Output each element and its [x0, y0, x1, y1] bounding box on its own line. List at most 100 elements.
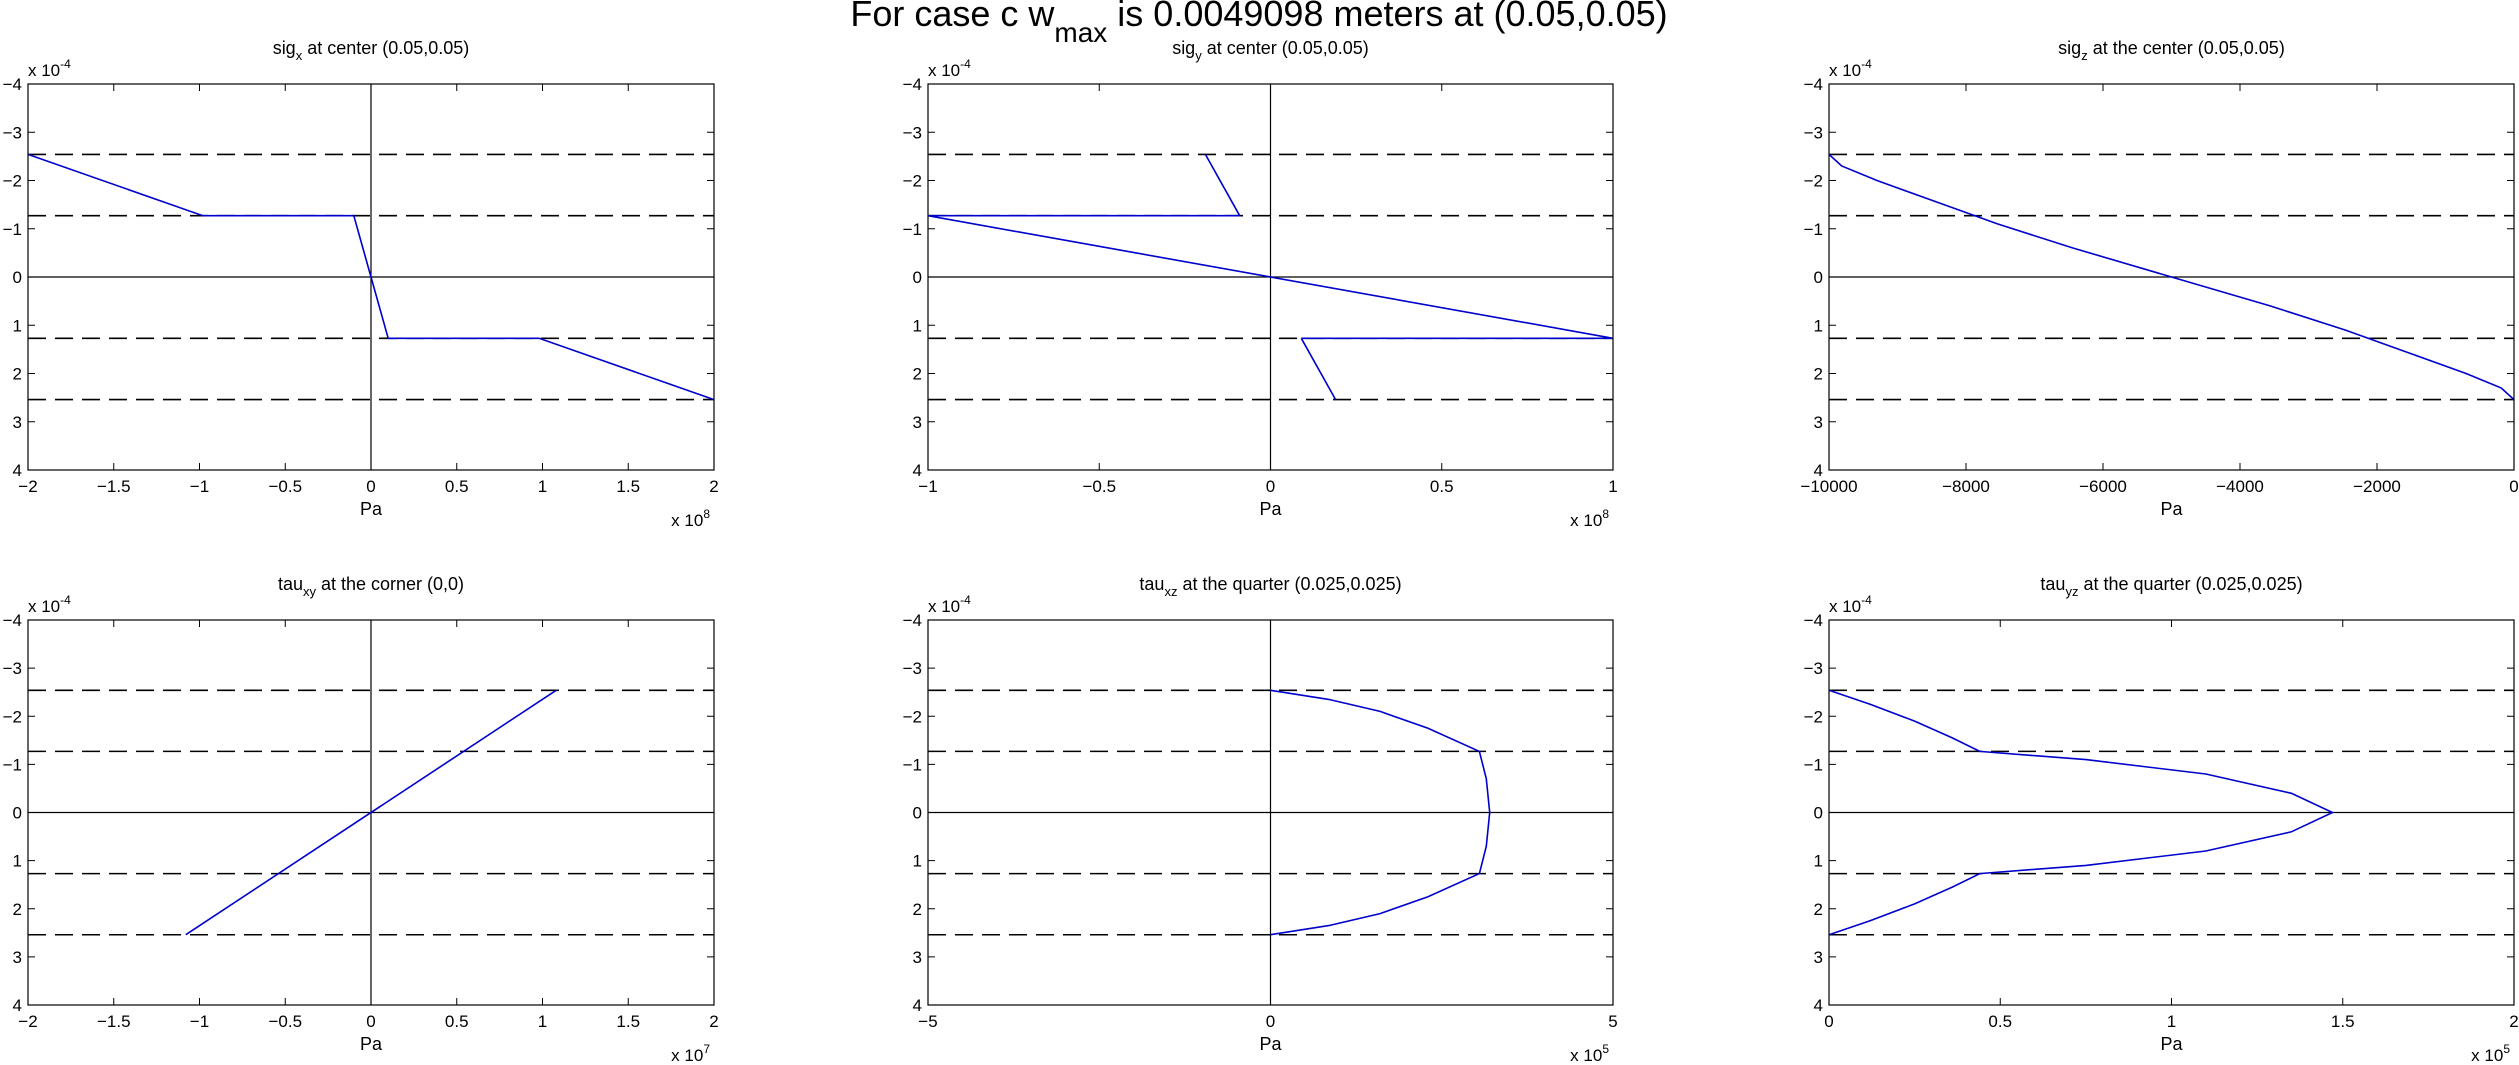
subplot-3: −10000 −8000 −6000 −4000 −2000 0 −4 −3 −2 −1 0 1 2 3 4…: [1800, 38, 2518, 519]
y-tick-label: 0: [913, 804, 922, 823]
y-axis-multiplier: x 10-4: [928, 593, 971, 616]
x-axis-multiplier: x 105: [1570, 1042, 1609, 1065]
data-series-line: [1204, 154, 1241, 217]
x-axis-label: Pa: [360, 1034, 383, 1054]
subplot-5: −5 0 5 −4 −3 −2 −1 0 1 2 3 4 Pa tauxz at the quarter …: [903, 574, 1618, 1065]
subplot-1: −2 −1.5 −1 −0.5 0 0.5 1 1.5 2 −4 −3 −2 −1 0 1 2 3 4 Pa sigx…: [3, 38, 719, 530]
x-tick-label: 0.5: [445, 477, 469, 496]
y-tick-label: −2: [3, 707, 22, 726]
x-tick-label: −6000: [2079, 477, 2127, 496]
x-axis-label: Pa: [2160, 499, 2183, 519]
y-tick-label: 2: [913, 365, 922, 384]
x-axis-multiplier: x 108: [671, 507, 710, 530]
x-tick-label: 1.5: [616, 477, 640, 496]
y-tick-label: 0: [1814, 268, 1823, 287]
y-tick-label: 2: [13, 900, 22, 919]
x-tick-label: 5: [1608, 1012, 1617, 1031]
y-tick-label: −1: [903, 755, 922, 774]
y-tick-label: 3: [913, 413, 922, 432]
x-tick-label: 1.5: [2331, 1012, 2355, 1031]
y-axis-multiplier: x 10-4: [28, 593, 71, 616]
y-tick-label: −3: [1804, 659, 1823, 678]
x-tick-label: −1.5: [97, 1012, 131, 1031]
x-tick-label: 0: [1824, 1012, 1833, 1031]
y-tick-label: 2: [913, 900, 922, 919]
y-tick-label: −1: [3, 220, 22, 239]
x-tick-label: 2: [2509, 1012, 2518, 1031]
y-tick-label: −4: [903, 611, 922, 630]
data-series-line: [27, 153, 715, 401]
y-tick-label: 4: [1814, 996, 1823, 1015]
y-tick-label: −4: [1804, 611, 1823, 630]
y-tick-label: 1: [13, 852, 22, 871]
x-tick-label: 1: [1608, 477, 1617, 496]
y-tick-label: 1: [913, 316, 922, 335]
x-tick-label: −2000: [2353, 477, 2401, 496]
x-axis-label: Pa: [360, 499, 383, 519]
x-tick-label: 0: [366, 1012, 375, 1031]
subplot-4: −2 −1.5 −1 −0.5 0 0.5 1 1.5 2 −4 −3 −2 −1 0 1 2 3 4 Pa taux…: [3, 574, 719, 1065]
x-tick-label: −4000: [2216, 477, 2264, 496]
subplot-title: tauxz at the quarter (0.025,0.025): [1139, 574, 1401, 599]
y-tick-label: 2: [1814, 900, 1823, 919]
figure-title: For case c wmax is 0.0049098 meters at (…: [850, 0, 1667, 48]
x-tick-label: 0: [366, 477, 375, 496]
x-tick-label: 0.5: [1430, 477, 1454, 496]
y-tick-label: −1: [903, 220, 922, 239]
y-tick-label: 3: [1814, 948, 1823, 967]
y-tick-label: 0: [13, 268, 22, 287]
x-axis-multiplier: x 107: [671, 1042, 710, 1065]
x-tick-label: −0.5: [268, 1012, 302, 1031]
y-tick-label: −2: [903, 707, 922, 726]
y-axis-multiplier: x 10-4: [1829, 593, 1872, 616]
data-series-line: [185, 689, 557, 936]
x-tick-label: −10000: [1800, 477, 1857, 496]
x-tick-label: −0.5: [268, 477, 302, 496]
y-tick-label: −4: [3, 611, 22, 630]
y-tick-label: −3: [1804, 123, 1823, 142]
x-tick-label: −0.5: [1082, 477, 1116, 496]
y-tick-label: −3: [903, 659, 922, 678]
x-axis-multiplier: x 105: [2471, 1042, 2510, 1065]
subplot-6: 0 0.5 1 1.5 2 −4 −3 −2 −1 0 1 2 3 4 Pa tauyz at the qua…: [1804, 574, 2519, 1065]
subplot-title: sigx at center (0.05,0.05): [273, 38, 470, 63]
y-tick-label: 0: [913, 268, 922, 287]
subplot-title: sigy at center (0.05,0.05): [1172, 38, 1369, 63]
y-tick-label: −2: [1804, 707, 1823, 726]
y-tick-label: −2: [1804, 172, 1823, 191]
x-tick-label: 0: [1266, 477, 1275, 496]
x-tick-label: 0: [2509, 477, 2518, 496]
y-tick-label: −1: [1804, 220, 1823, 239]
y-tick-label: 4: [13, 996, 22, 1015]
x-tick-label: 2: [709, 477, 718, 496]
x-tick-label: −1: [190, 477, 209, 496]
x-tick-label: −2: [18, 477, 37, 496]
subplot-title: tauxy at the corner (0,0): [278, 574, 464, 599]
y-tick-label: −3: [903, 123, 922, 142]
y-tick-label: 0: [13, 804, 22, 823]
y-tick-label: −4: [3, 75, 22, 94]
data-series-line: [1270, 689, 1491, 936]
x-axis-label: Pa: [2160, 1034, 2183, 1054]
x-tick-label: −1.5: [97, 477, 131, 496]
x-tick-label: 0: [1266, 1012, 1275, 1031]
x-axis-multiplier: x 108: [1570, 507, 1609, 530]
y-tick-label: 1: [1814, 852, 1823, 871]
x-tick-label: −1: [190, 1012, 209, 1031]
x-axis-label: Pa: [1259, 1034, 1282, 1054]
y-tick-label: −3: [3, 123, 22, 142]
x-tick-label: 0.5: [1988, 1012, 2012, 1031]
y-tick-label: 1: [913, 852, 922, 871]
subplot-title: tauyz at the quarter (0.025,0.025): [2040, 574, 2302, 599]
x-tick-label: −1: [918, 477, 937, 496]
y-tick-label: 1: [1814, 316, 1823, 335]
y-axis-multiplier: x 10-4: [28, 57, 71, 80]
y-tick-label: 3: [13, 413, 22, 432]
y-tick-label: −3: [3, 659, 22, 678]
y-tick-label: −4: [903, 75, 922, 94]
data-series-line: [1828, 153, 2515, 401]
y-tick-label: 0: [1814, 804, 1823, 823]
figure-title-subscript: max: [1054, 17, 1107, 48]
y-tick-label: 4: [1814, 461, 1823, 480]
